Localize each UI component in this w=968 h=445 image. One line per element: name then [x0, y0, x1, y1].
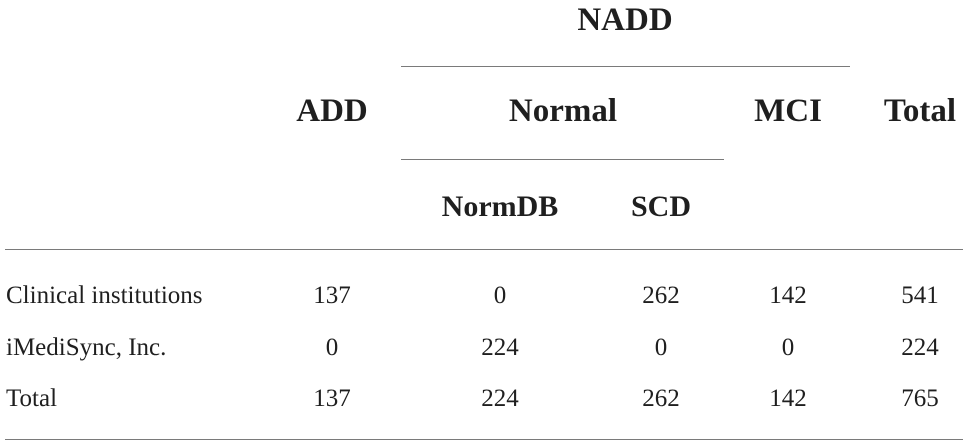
header-add: ADD	[296, 93, 368, 129]
table-bottom-rule	[5, 439, 963, 440]
cell-normdb: 224	[481, 334, 519, 361]
header-normdb: NormDB	[441, 190, 559, 223]
cell-mci: 142	[769, 282, 807, 309]
cell-normdb: 0	[493, 282, 507, 309]
cell-add: 137	[313, 385, 351, 412]
cell-mci: 0	[781, 334, 795, 361]
cell-mci: 142	[769, 385, 807, 412]
header-nadd: NADD	[577, 2, 673, 38]
header-scd: SCD	[630, 190, 692, 223]
header-bottom-rule	[5, 249, 963, 250]
cell-scd: 262	[642, 385, 680, 412]
header-total: Total	[883, 93, 957, 129]
cell-add: 0	[325, 334, 339, 361]
cell-total: 765	[901, 385, 939, 412]
cell-scd: 262	[642, 282, 680, 309]
cell-normdb: 224	[481, 385, 519, 412]
normal-underline	[401, 159, 724, 160]
cell-add: 137	[313, 282, 351, 309]
cell-total: 541	[901, 282, 939, 309]
row-label: iMediSync, Inc.	[6, 334, 167, 361]
cell-total: 224	[901, 334, 939, 361]
row-label: Total	[6, 385, 58, 412]
cell-scd: 0	[654, 334, 668, 361]
row-label: Clinical institutions	[6, 282, 203, 309]
header-normal: Normal	[508, 93, 618, 129]
nadd-underline	[401, 66, 850, 67]
header-mci: MCI	[754, 93, 822, 129]
